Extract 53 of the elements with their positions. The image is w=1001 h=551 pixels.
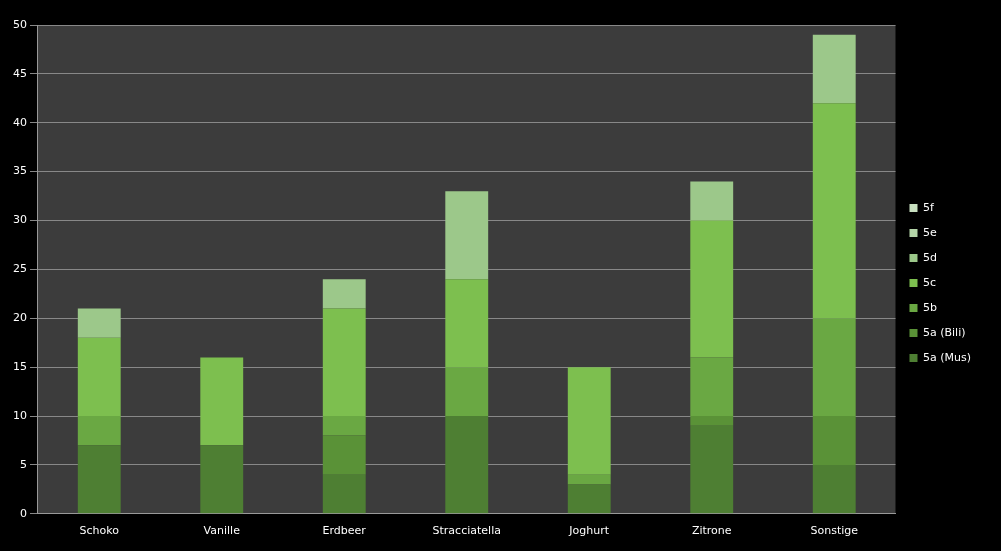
bar <box>322 474 366 514</box>
y-tick-label: 50 <box>13 17 27 31</box>
legend-label: 5d <box>922 250 937 264</box>
bar <box>690 357 734 417</box>
x-tick-label: Sonstige <box>810 524 859 538</box>
y-tick-label: 35 <box>13 164 27 178</box>
bar <box>445 367 489 417</box>
bar <box>445 191 489 280</box>
legend-label: 5a (Mus) <box>922 350 971 364</box>
x-tick-label: Zitrone <box>691 524 732 538</box>
legend-label: 5c <box>922 275 937 289</box>
bar <box>567 484 611 514</box>
bar <box>812 318 856 417</box>
bar <box>445 416 489 514</box>
y-tick-label: 15 <box>13 360 27 374</box>
y-tick-label: 0 <box>20 506 27 520</box>
legend-label: 5a (Bili) <box>922 325 966 339</box>
y-tick-label: 10 <box>13 408 27 422</box>
y-tick-label: 40 <box>13 115 27 129</box>
legend-label: 5e <box>922 225 937 239</box>
y-tick-label: 20 <box>13 311 27 325</box>
y-tick-label: 5 <box>20 457 27 471</box>
x-tick-label: Vanille <box>203 524 241 538</box>
y-tick-label: 25 <box>13 262 27 276</box>
bar <box>445 279 489 368</box>
y-tick-label: 30 <box>13 213 27 227</box>
bar <box>200 357 244 446</box>
bar <box>200 445 244 514</box>
legend-label: 5b <box>922 300 937 314</box>
bar <box>567 367 611 475</box>
bar <box>77 445 121 514</box>
bar <box>322 435 366 475</box>
bar <box>690 425 734 514</box>
bar <box>812 34 856 104</box>
bar <box>322 416 366 436</box>
bar <box>77 308 121 338</box>
x-tick-label: Erdbeer <box>322 524 367 538</box>
x-tick-label: Stracciatella <box>432 524 501 538</box>
bar <box>77 416 121 446</box>
bar <box>77 337 121 417</box>
bar <box>322 279 366 309</box>
bar <box>567 474 611 485</box>
bar <box>812 464 856 514</box>
bar <box>322 308 366 417</box>
bar <box>812 103 856 319</box>
x-tick-label: Schoko <box>79 524 120 538</box>
bar <box>690 220 734 358</box>
bar <box>690 181 734 221</box>
x-tick-label: Joghurt <box>568 524 610 538</box>
bar <box>812 416 856 465</box>
y-tick-label: 45 <box>13 66 27 80</box>
legend-label: 5f <box>922 200 935 214</box>
bar <box>690 416 734 426</box>
